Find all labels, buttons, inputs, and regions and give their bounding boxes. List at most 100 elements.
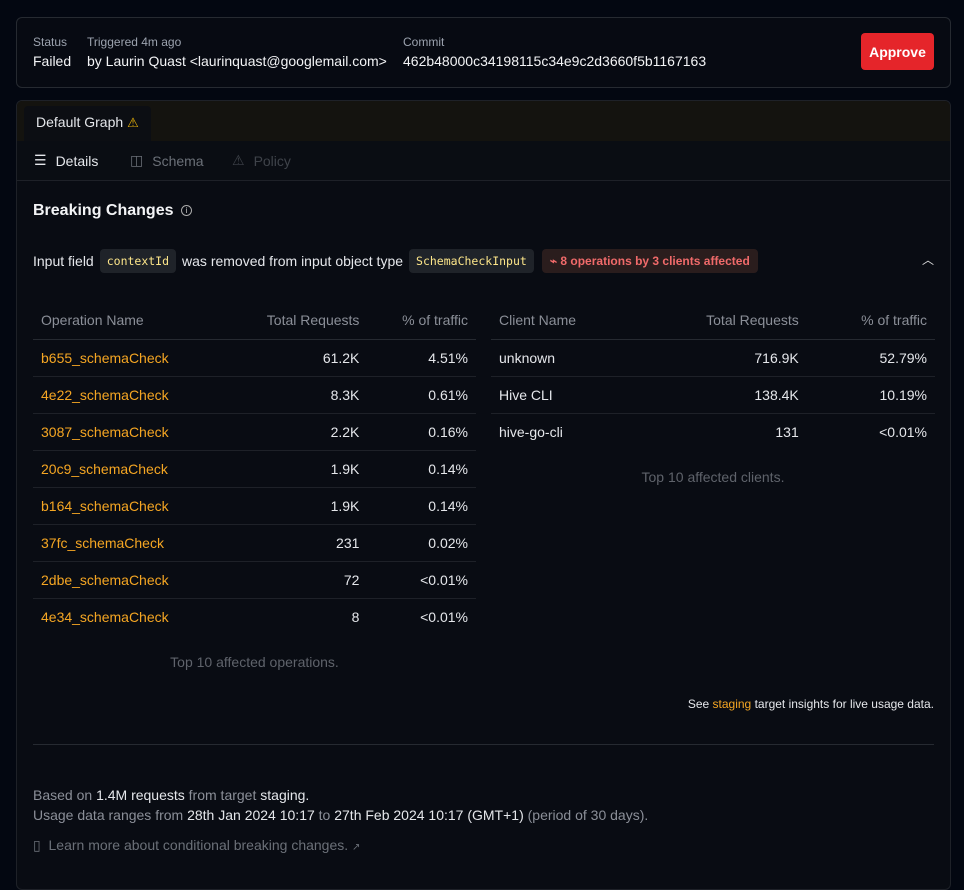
tab-policy[interactable]: ⚠ Policy bbox=[232, 152, 291, 169]
requests-cell: 716.9K bbox=[636, 339, 807, 377]
check-summary-card: Status Failed Triggered 4m ago by Laurin Q… bbox=[16, 17, 951, 88]
learn-more-link[interactable]: ▯ Learn more about conditional breaking … bbox=[33, 837, 360, 854]
t: to bbox=[318, 807, 331, 823]
operation-link[interactable]: 2dbe_schemaCheck bbox=[41, 571, 169, 588]
schema-check-panel: Default Graph ⚠ ☰ Details ◫ Schema ⚠ Policy… bbox=[16, 100, 951, 890]
operations-caption: Top 10 affected operations. bbox=[170, 654, 339, 670]
operations-table: Operation Name Total Requests% of traffic… bbox=[33, 301, 476, 635]
table-row: 37fc_schemaCheck 231 0.02% bbox=[33, 524, 476, 562]
range-start: 28th Jan 2024 10:17 bbox=[187, 807, 315, 823]
tab-policy-label: Policy bbox=[253, 152, 291, 169]
status-value: Failed bbox=[33, 53, 72, 69]
traffic-cell: 10.19% bbox=[806, 376, 935, 414]
requests-cell: 138.4K bbox=[636, 376, 807, 414]
traffic-cell: 0.02% bbox=[367, 524, 476, 562]
col-traffic: % of traffic bbox=[806, 301, 935, 340]
info-icon[interactable]: i bbox=[181, 205, 192, 216]
warning-icon: ⚠ bbox=[127, 115, 139, 130]
t: Usage data ranges from bbox=[33, 807, 184, 823]
insights-note: See staging target insights for live usa… bbox=[688, 697, 934, 711]
tab-label: Default Graph bbox=[36, 114, 124, 130]
target-name: staging. bbox=[260, 787, 310, 803]
operation-link[interactable]: 3087_schemaCheck bbox=[41, 423, 169, 440]
table-row: unknown 716.9K 52.79% bbox=[491, 339, 935, 377]
traffic-cell: 52.79% bbox=[806, 339, 935, 377]
col-total-requests: Total Requests bbox=[223, 301, 368, 340]
requests-cell: 8 bbox=[351, 608, 360, 625]
operation-link[interactable]: 4e34_schemaCheck bbox=[41, 608, 169, 625]
traffic-cell: <0.01% bbox=[420, 608, 468, 625]
table-row: 2dbe_schemaCheck 72 <0.01% bbox=[33, 561, 476, 599]
table-row: 4e34_schemaCheck 8 <0.01% bbox=[33, 598, 476, 635]
requests-cell: 72 bbox=[223, 561, 368, 599]
col-traffic: % of traffic bbox=[367, 301, 476, 340]
triggered-label: Triggered 4m ago bbox=[87, 35, 182, 49]
type-name: SchemaCheckInput bbox=[409, 249, 534, 273]
table-row: b164_schemaCheck 1.9K 0.14% bbox=[33, 487, 476, 525]
field-name: contextId bbox=[99, 249, 177, 273]
traffic-cell: 0.14% bbox=[367, 450, 476, 488]
traffic-cell: 4.51% bbox=[367, 339, 476, 377]
operation-link[interactable]: 20c9_schemaCheck bbox=[41, 460, 168, 477]
approve-button[interactable]: Approve bbox=[861, 33, 934, 70]
name-cell: 2dbe_schemaCheck bbox=[33, 561, 224, 599]
graph-tabs: Default Graph ⚠ bbox=[17, 101, 950, 141]
col-operation-name: Operation Name bbox=[33, 301, 224, 340]
tab-details-label: Details bbox=[55, 152, 99, 169]
clients-caption: Top 10 affected clients. bbox=[641, 469, 785, 485]
t: Based on bbox=[33, 787, 93, 803]
requests-cell: 61.2K bbox=[223, 339, 368, 377]
operation-link[interactable]: b655_schemaCheck bbox=[41, 349, 169, 366]
staging-link[interactable]: staging bbox=[712, 697, 752, 711]
tab-schema-label: Schema bbox=[152, 152, 204, 169]
tab-schema[interactable]: ◫ Schema bbox=[130, 152, 204, 169]
traffic-cell: <0.01% bbox=[367, 561, 476, 599]
operation-link[interactable]: 4e22_schemaCheck bbox=[41, 386, 169, 403]
tab-details[interactable]: ☰ Details bbox=[34, 152, 98, 169]
breaking-change-row[interactable]: Input field contextId was removed from i… bbox=[33, 249, 758, 273]
name-cell: 20c9_schemaCheck bbox=[33, 450, 224, 488]
warning-icon: ⚠ bbox=[232, 152, 245, 168]
change-prefix: Input field bbox=[33, 253, 94, 269]
table-row: 4e22_schemaCheck 8.3K 0.61% bbox=[33, 376, 476, 414]
learn-more-text: Learn more about conditional breaking ch… bbox=[48, 837, 349, 853]
status: Status Failed bbox=[33, 35, 71, 69]
footer-line-1: Based on 1.4M requests from target stagi… bbox=[33, 787, 309, 803]
status-label: Status bbox=[33, 35, 68, 49]
requests-cell: 131 bbox=[775, 423, 799, 440]
insights-pre: See bbox=[687, 697, 710, 711]
triggered-value: by Laurin Quast <laurinquast@googlemail.… bbox=[87, 53, 387, 69]
name-cell: b655_schemaCheck bbox=[33, 339, 224, 377]
requests-cell: 231 bbox=[223, 524, 368, 562]
table-row: b655_schemaCheck 61.2K 4.51% bbox=[33, 339, 476, 377]
name-cell: unknown bbox=[491, 339, 637, 377]
period: (period of 30 days). bbox=[527, 807, 649, 823]
traffic-cell: <0.01% bbox=[879, 423, 927, 440]
pulse-icon: ⌁ bbox=[549, 254, 558, 268]
chevron-up-icon[interactable]: ︿ bbox=[921, 253, 934, 267]
affected-text: 8 operations by 3 clients affected bbox=[560, 254, 750, 268]
name-cell: 4e34_schemaCheck bbox=[33, 598, 223, 635]
triggered: Triggered 4m ago by Laurin Quast <laurinq… bbox=[87, 35, 387, 69]
name-cell: hive-go-cli bbox=[499, 423, 563, 440]
requests-cell: 8.3K bbox=[223, 376, 368, 414]
divider bbox=[33, 744, 934, 745]
change-middle: was removed from input object type bbox=[182, 253, 404, 269]
commit-label: Commit bbox=[403, 35, 445, 49]
tab-default-graph[interactable]: Default Graph ⚠ bbox=[24, 106, 151, 141]
columns-icon: ◫ bbox=[130, 152, 144, 168]
external-link-icon: ↗ bbox=[352, 842, 361, 853]
commit: Commit 462b48000c34198115c34e9c2d3660f5b1… bbox=[403, 35, 706, 69]
list-icon: ☰ bbox=[34, 152, 47, 168]
table-row: Hive CLI 138.4K 10.19% bbox=[491, 376, 935, 414]
col-total-requests: Total Requests bbox=[636, 301, 807, 340]
operation-link[interactable]: b164_schemaCheck bbox=[41, 497, 169, 514]
footer-line-2: Usage data ranges from 28th Jan 2024 10:… bbox=[33, 807, 648, 823]
traffic-cell: 0.14% bbox=[367, 487, 476, 525]
requests-cell: 1.9K bbox=[223, 487, 368, 525]
t: from target bbox=[188, 787, 257, 803]
affected-badge: ⌁ 8 operations by 3 clients affected bbox=[541, 249, 758, 273]
name-cell: b164_schemaCheck bbox=[33, 487, 224, 525]
insights-post: target insights for live usage data. bbox=[754, 697, 934, 711]
operation-link[interactable]: 37fc_schemaCheck bbox=[41, 534, 164, 551]
